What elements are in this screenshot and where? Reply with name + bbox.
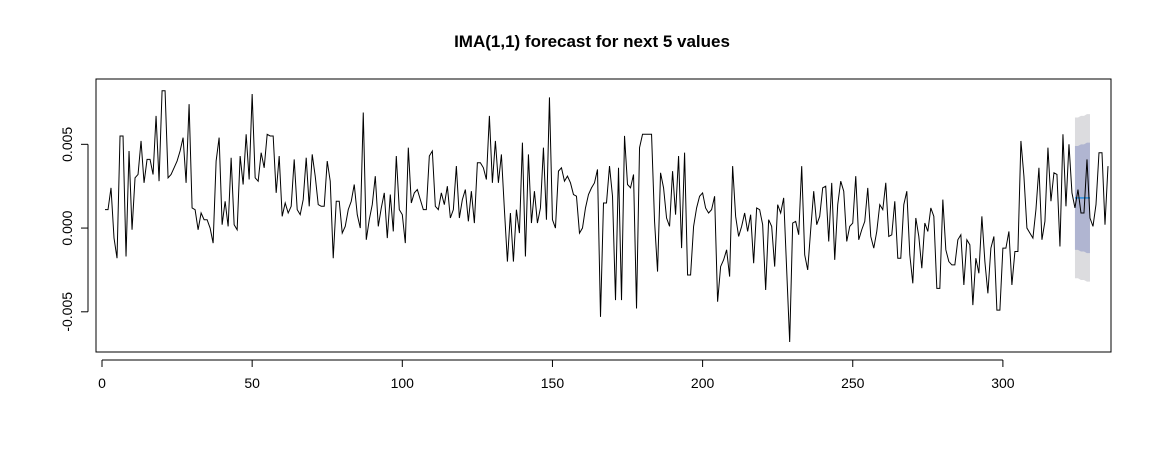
- x-tick-label-100: 100: [391, 375, 415, 391]
- y-tick-label-1: 0.000: [59, 210, 75, 245]
- y-tick-label-2: 0.005: [59, 127, 75, 162]
- series-layer: [105, 90, 1109, 342]
- axes: 0 50 100 150 200 250 300 -0.005 0.000 0.005: [59, 127, 1015, 391]
- x-tick-label-250: 250: [841, 375, 865, 391]
- x-tick-label-150: 150: [541, 375, 565, 391]
- plot-frame: [95, 78, 1112, 353]
- chart-title: IMA(1,1) forecast for next 5 values: [454, 32, 730, 51]
- series-line-0: [105, 90, 1109, 342]
- forecast-bands: [1074, 114, 1090, 282]
- x-tick-label-200: 200: [691, 375, 715, 391]
- x-tick-label-300: 300: [991, 375, 1015, 391]
- x-tick-label-0: 0: [98, 375, 106, 391]
- y-tick-label-0: -0.005: [59, 292, 75, 332]
- x-tick-label-50: 50: [244, 375, 260, 391]
